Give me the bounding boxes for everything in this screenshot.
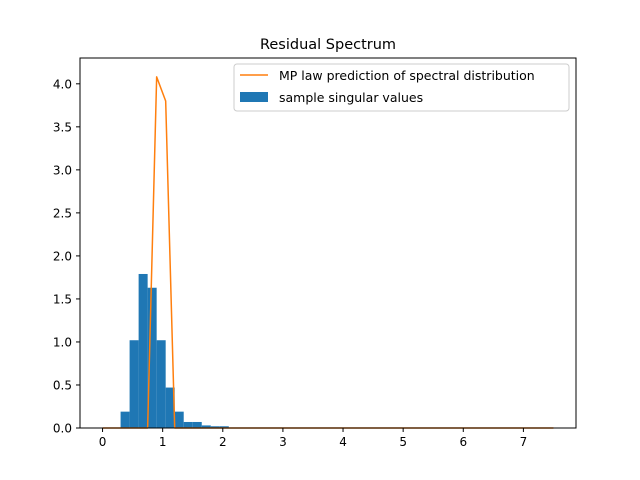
y-tick-label: 3.0 — [53, 163, 72, 177]
histogram-bar — [156, 340, 166, 428]
x-tick-label: 3 — [279, 435, 287, 449]
legend-box — [233, 63, 570, 112]
histogram-bar — [201, 425, 211, 428]
y-tick-label: 0.0 — [53, 422, 72, 436]
histogram-bar — [138, 273, 148, 428]
axes-border — [79, 57, 577, 429]
x-tick-label: 7 — [520, 435, 528, 449]
legend-bar-swatch — [240, 92, 268, 102]
histogram-bar — [183, 421, 193, 428]
x-tick-label: 4 — [339, 435, 347, 449]
y-axis: 0.0 0.5 1.0 1.5 2.0 2.5 3.0 3.5 4.0 — [53, 77, 80, 436]
y-tick-label: 0.5 — [53, 378, 72, 392]
legend-label-sample-singular-values: sample singular values — [279, 90, 423, 105]
y-tick-label: 4.0 — [53, 77, 72, 91]
x-tick-label: 6 — [459, 435, 467, 449]
y-tick-label: 1.5 — [53, 292, 72, 306]
legend-label-mp-law: MP law prediction of spectral distributi… — [279, 68, 535, 83]
histogram-bar — [129, 340, 139, 428]
axes-frame — [79, 57, 577, 429]
x-tick-label: 5 — [399, 435, 407, 449]
histogram-bar — [165, 387, 175, 428]
x-tick-label: 0 — [99, 435, 107, 449]
y-tick-label: 2.0 — [53, 249, 72, 263]
y-tick-label: 1.0 — [53, 335, 72, 349]
histogram-bar — [147, 287, 157, 428]
x-axis: 0 1 2 3 4 5 6 7 — [99, 428, 527, 449]
y-tick-label: 2.5 — [53, 206, 72, 220]
histogram-bar — [120, 411, 130, 428]
histogram-bar — [192, 421, 202, 428]
y-tick-label: 3.5 — [53, 120, 72, 134]
x-tick-label: 1 — [159, 435, 167, 449]
legend: MP law prediction of spectral distributi… — [233, 63, 570, 112]
histogram-bar — [174, 411, 184, 428]
chart-title: Residual Spectrum — [260, 37, 396, 53]
histogram-bar — [210, 426, 220, 428]
histogram-bar — [219, 426, 229, 428]
x-tick-label: 2 — [219, 435, 227, 449]
